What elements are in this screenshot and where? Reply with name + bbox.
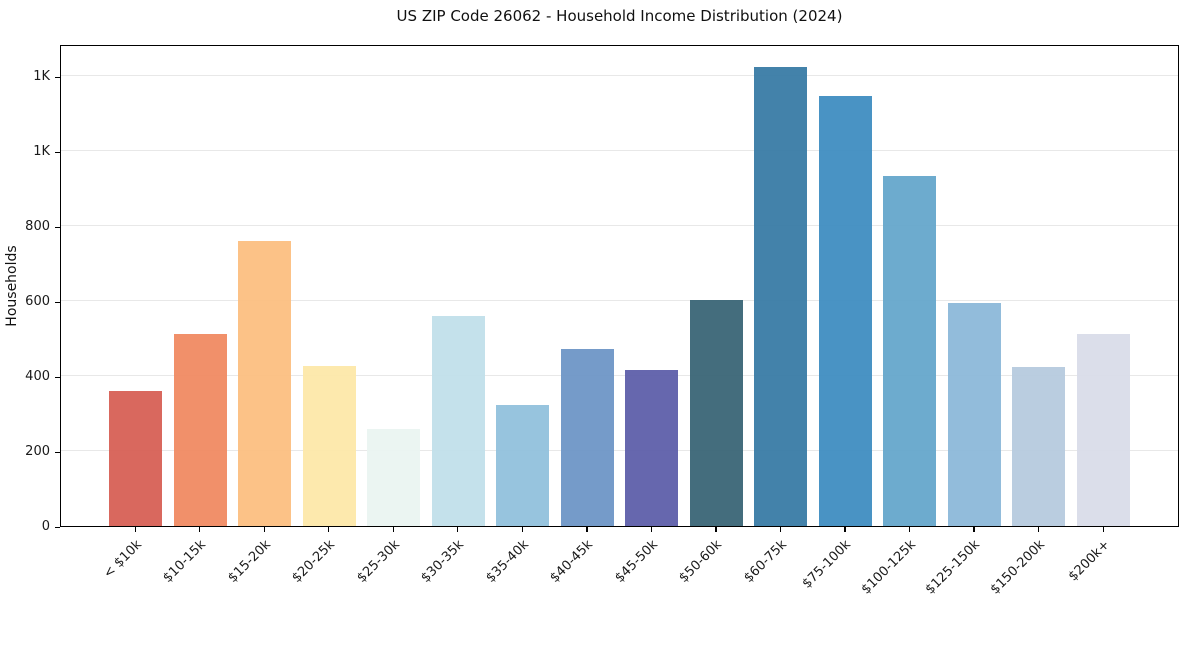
x-tick-mark (844, 527, 846, 532)
x-tick-label: $75-100k (799, 537, 855, 592)
bar (1012, 366, 1066, 526)
x-tick-mark (328, 527, 330, 532)
x-tick-mark (715, 527, 717, 532)
y-tick-mark (55, 527, 60, 529)
bar (173, 333, 227, 526)
bar (302, 365, 356, 526)
x-tick-mark (1037, 527, 1040, 532)
x-tick-label: $35-40k (483, 537, 532, 586)
bar (367, 428, 421, 526)
x-tick-label: < $10k (100, 537, 145, 582)
x-tick-label: $100-125k (858, 537, 919, 598)
y-tick-mark (55, 376, 60, 379)
y-tick-label: 800 (25, 218, 50, 234)
x-tick-mark (586, 527, 588, 532)
x-tick-label: $50-60k (676, 537, 726, 586)
x-tick-label: $25-30k (354, 537, 403, 586)
x-tick-label: $20-25k (289, 537, 338, 586)
bar (1077, 333, 1130, 526)
y-tick-mark (55, 226, 60, 229)
gridline (61, 299, 1178, 301)
y-tick-label: 600 (25, 293, 50, 309)
x-tick-label: $150-200k (987, 537, 1048, 598)
x-tick-mark (1102, 527, 1104, 532)
x-tick-mark (457, 527, 459, 532)
y-axis-label: Households (4, 245, 20, 327)
x-tick-label: $200k+ (1065, 537, 1113, 585)
bar (625, 369, 679, 526)
plot-area (60, 45, 1179, 527)
x-tick-label: $125-150k (923, 537, 984, 598)
x-tick-label: $10-15k (160, 537, 209, 586)
y-tick-label: 1K (33, 143, 50, 159)
x-tick-mark (199, 527, 201, 532)
chart-title: US ZIP Code 26062 - Household Income Dis… (396, 7, 843, 25)
bar (689, 299, 743, 526)
x-tick-mark (973, 527, 975, 532)
x-tick-mark (908, 527, 911, 532)
x-tick-label: $15-20k (224, 537, 274, 586)
bar (947, 302, 1001, 526)
x-tick-mark (521, 527, 523, 532)
bar (818, 95, 872, 526)
figure: US ZIP Code 26062 - Household Income Dis… (4, 7, 1179, 598)
y-tick-label: 1K (33, 68, 50, 84)
gridline (61, 374, 1178, 376)
x-tick-mark (263, 527, 265, 532)
bar (560, 348, 614, 526)
bar (496, 404, 550, 526)
x-tick-label: $60-75k (741, 537, 790, 586)
x-tick-mark (779, 527, 782, 532)
gridline (61, 74, 1178, 76)
y-tick-mark (55, 76, 60, 79)
bar (109, 390, 162, 526)
bar (431, 315, 485, 526)
y-tick-label: 200 (25, 443, 50, 459)
gridline (61, 449, 1178, 451)
gridline (61, 149, 1178, 151)
x-tick-mark (134, 527, 136, 532)
x-tick-label: $30-35k (418, 537, 468, 586)
y-tick-mark (55, 151, 60, 154)
y-tick-mark (55, 451, 60, 454)
y-tick-label: 0 (41, 519, 50, 534)
x-tick-label: $40-45k (547, 537, 597, 586)
y-tick-mark (55, 301, 60, 304)
x-tick-mark (650, 527, 653, 532)
x-tick-label: $45-50k (612, 537, 661, 586)
y-tick-label: 400 (25, 368, 50, 384)
bar (238, 240, 292, 526)
gridline (61, 224, 1178, 226)
x-tick-mark (392, 527, 394, 532)
bar (883, 175, 937, 526)
bar (754, 66, 808, 526)
